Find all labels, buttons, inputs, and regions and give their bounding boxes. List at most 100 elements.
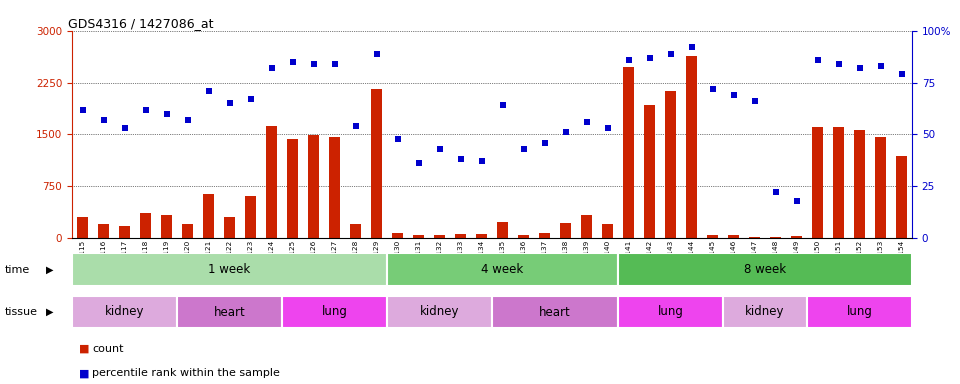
Text: 1 week: 1 week xyxy=(208,263,251,276)
Bar xyxy=(875,137,886,238)
Bar xyxy=(618,296,723,328)
Bar xyxy=(896,156,907,238)
Point xyxy=(264,65,279,71)
Text: kidney: kidney xyxy=(105,306,144,318)
Point xyxy=(453,156,468,162)
Bar xyxy=(387,253,618,286)
Point xyxy=(558,129,573,136)
Text: lung: lung xyxy=(322,306,348,318)
Bar xyxy=(203,194,214,238)
Point xyxy=(180,117,195,123)
Text: tissue: tissue xyxy=(5,307,37,317)
Point xyxy=(516,146,531,152)
Bar xyxy=(282,296,387,328)
Bar xyxy=(160,215,172,238)
Bar xyxy=(349,223,361,238)
Bar xyxy=(496,222,508,238)
Point xyxy=(369,50,384,56)
Point xyxy=(768,189,783,195)
Text: kidney: kidney xyxy=(745,306,784,318)
Text: percentile rank within the sample: percentile rank within the sample xyxy=(92,368,280,378)
Bar xyxy=(492,296,618,328)
Point xyxy=(432,146,447,152)
Text: time: time xyxy=(5,265,30,275)
Bar xyxy=(707,235,718,238)
Bar xyxy=(72,296,177,328)
Bar xyxy=(560,223,571,238)
Bar xyxy=(664,91,676,238)
Point xyxy=(789,198,804,204)
Bar xyxy=(770,237,781,238)
Bar xyxy=(77,217,88,238)
Bar xyxy=(623,67,635,238)
Point xyxy=(747,98,762,104)
Point xyxy=(201,88,216,94)
Bar xyxy=(177,296,282,328)
Point xyxy=(222,100,237,106)
Text: ■: ■ xyxy=(79,344,89,354)
Bar xyxy=(308,135,320,238)
Bar xyxy=(434,235,445,238)
Text: ▶: ▶ xyxy=(46,265,54,275)
Point xyxy=(662,50,678,56)
Point xyxy=(474,158,490,164)
Point xyxy=(243,96,258,102)
Point xyxy=(810,57,826,63)
Text: count: count xyxy=(92,344,124,354)
Bar xyxy=(685,56,697,238)
Bar xyxy=(119,226,131,238)
Bar xyxy=(853,130,865,238)
Bar xyxy=(749,237,760,238)
Point xyxy=(537,140,552,146)
Bar xyxy=(387,296,492,328)
Point xyxy=(873,63,888,69)
Point xyxy=(852,65,867,71)
Point xyxy=(621,57,636,63)
Point xyxy=(642,55,658,61)
Text: GDS4316 / 1427086_at: GDS4316 / 1427086_at xyxy=(68,17,213,30)
Point xyxy=(96,117,111,123)
Text: lung: lung xyxy=(847,306,873,318)
Text: heart: heart xyxy=(540,306,571,318)
Text: kidney: kidney xyxy=(420,306,459,318)
Bar xyxy=(602,224,613,238)
Bar xyxy=(618,253,912,286)
Bar xyxy=(413,235,424,238)
Bar xyxy=(539,233,550,238)
Text: lung: lung xyxy=(658,306,684,318)
Point xyxy=(285,59,300,65)
Bar xyxy=(224,217,235,238)
Bar xyxy=(245,196,256,238)
Point xyxy=(326,61,342,67)
Point xyxy=(894,71,909,77)
Point xyxy=(684,44,699,50)
Bar xyxy=(517,235,529,238)
Bar xyxy=(371,89,382,238)
Text: 8 week: 8 week xyxy=(744,263,786,276)
Bar xyxy=(728,235,739,238)
Point xyxy=(600,125,615,131)
Point xyxy=(705,86,720,92)
Bar xyxy=(807,296,912,328)
Bar xyxy=(723,296,807,328)
Bar xyxy=(644,105,656,238)
Bar xyxy=(181,224,193,238)
Point xyxy=(158,111,174,117)
Point xyxy=(138,106,154,113)
Bar xyxy=(328,137,340,238)
Bar xyxy=(266,126,277,238)
Point xyxy=(117,125,132,131)
Text: ■: ■ xyxy=(79,368,89,378)
Point xyxy=(348,123,363,129)
Bar xyxy=(140,212,152,238)
Bar xyxy=(812,127,824,238)
Bar xyxy=(98,224,109,238)
Point xyxy=(75,106,90,113)
Bar xyxy=(287,139,299,238)
Bar xyxy=(791,236,803,238)
Bar xyxy=(476,234,488,238)
Point xyxy=(390,136,405,142)
Bar xyxy=(832,127,844,238)
Point xyxy=(830,61,846,67)
Point xyxy=(726,92,741,98)
